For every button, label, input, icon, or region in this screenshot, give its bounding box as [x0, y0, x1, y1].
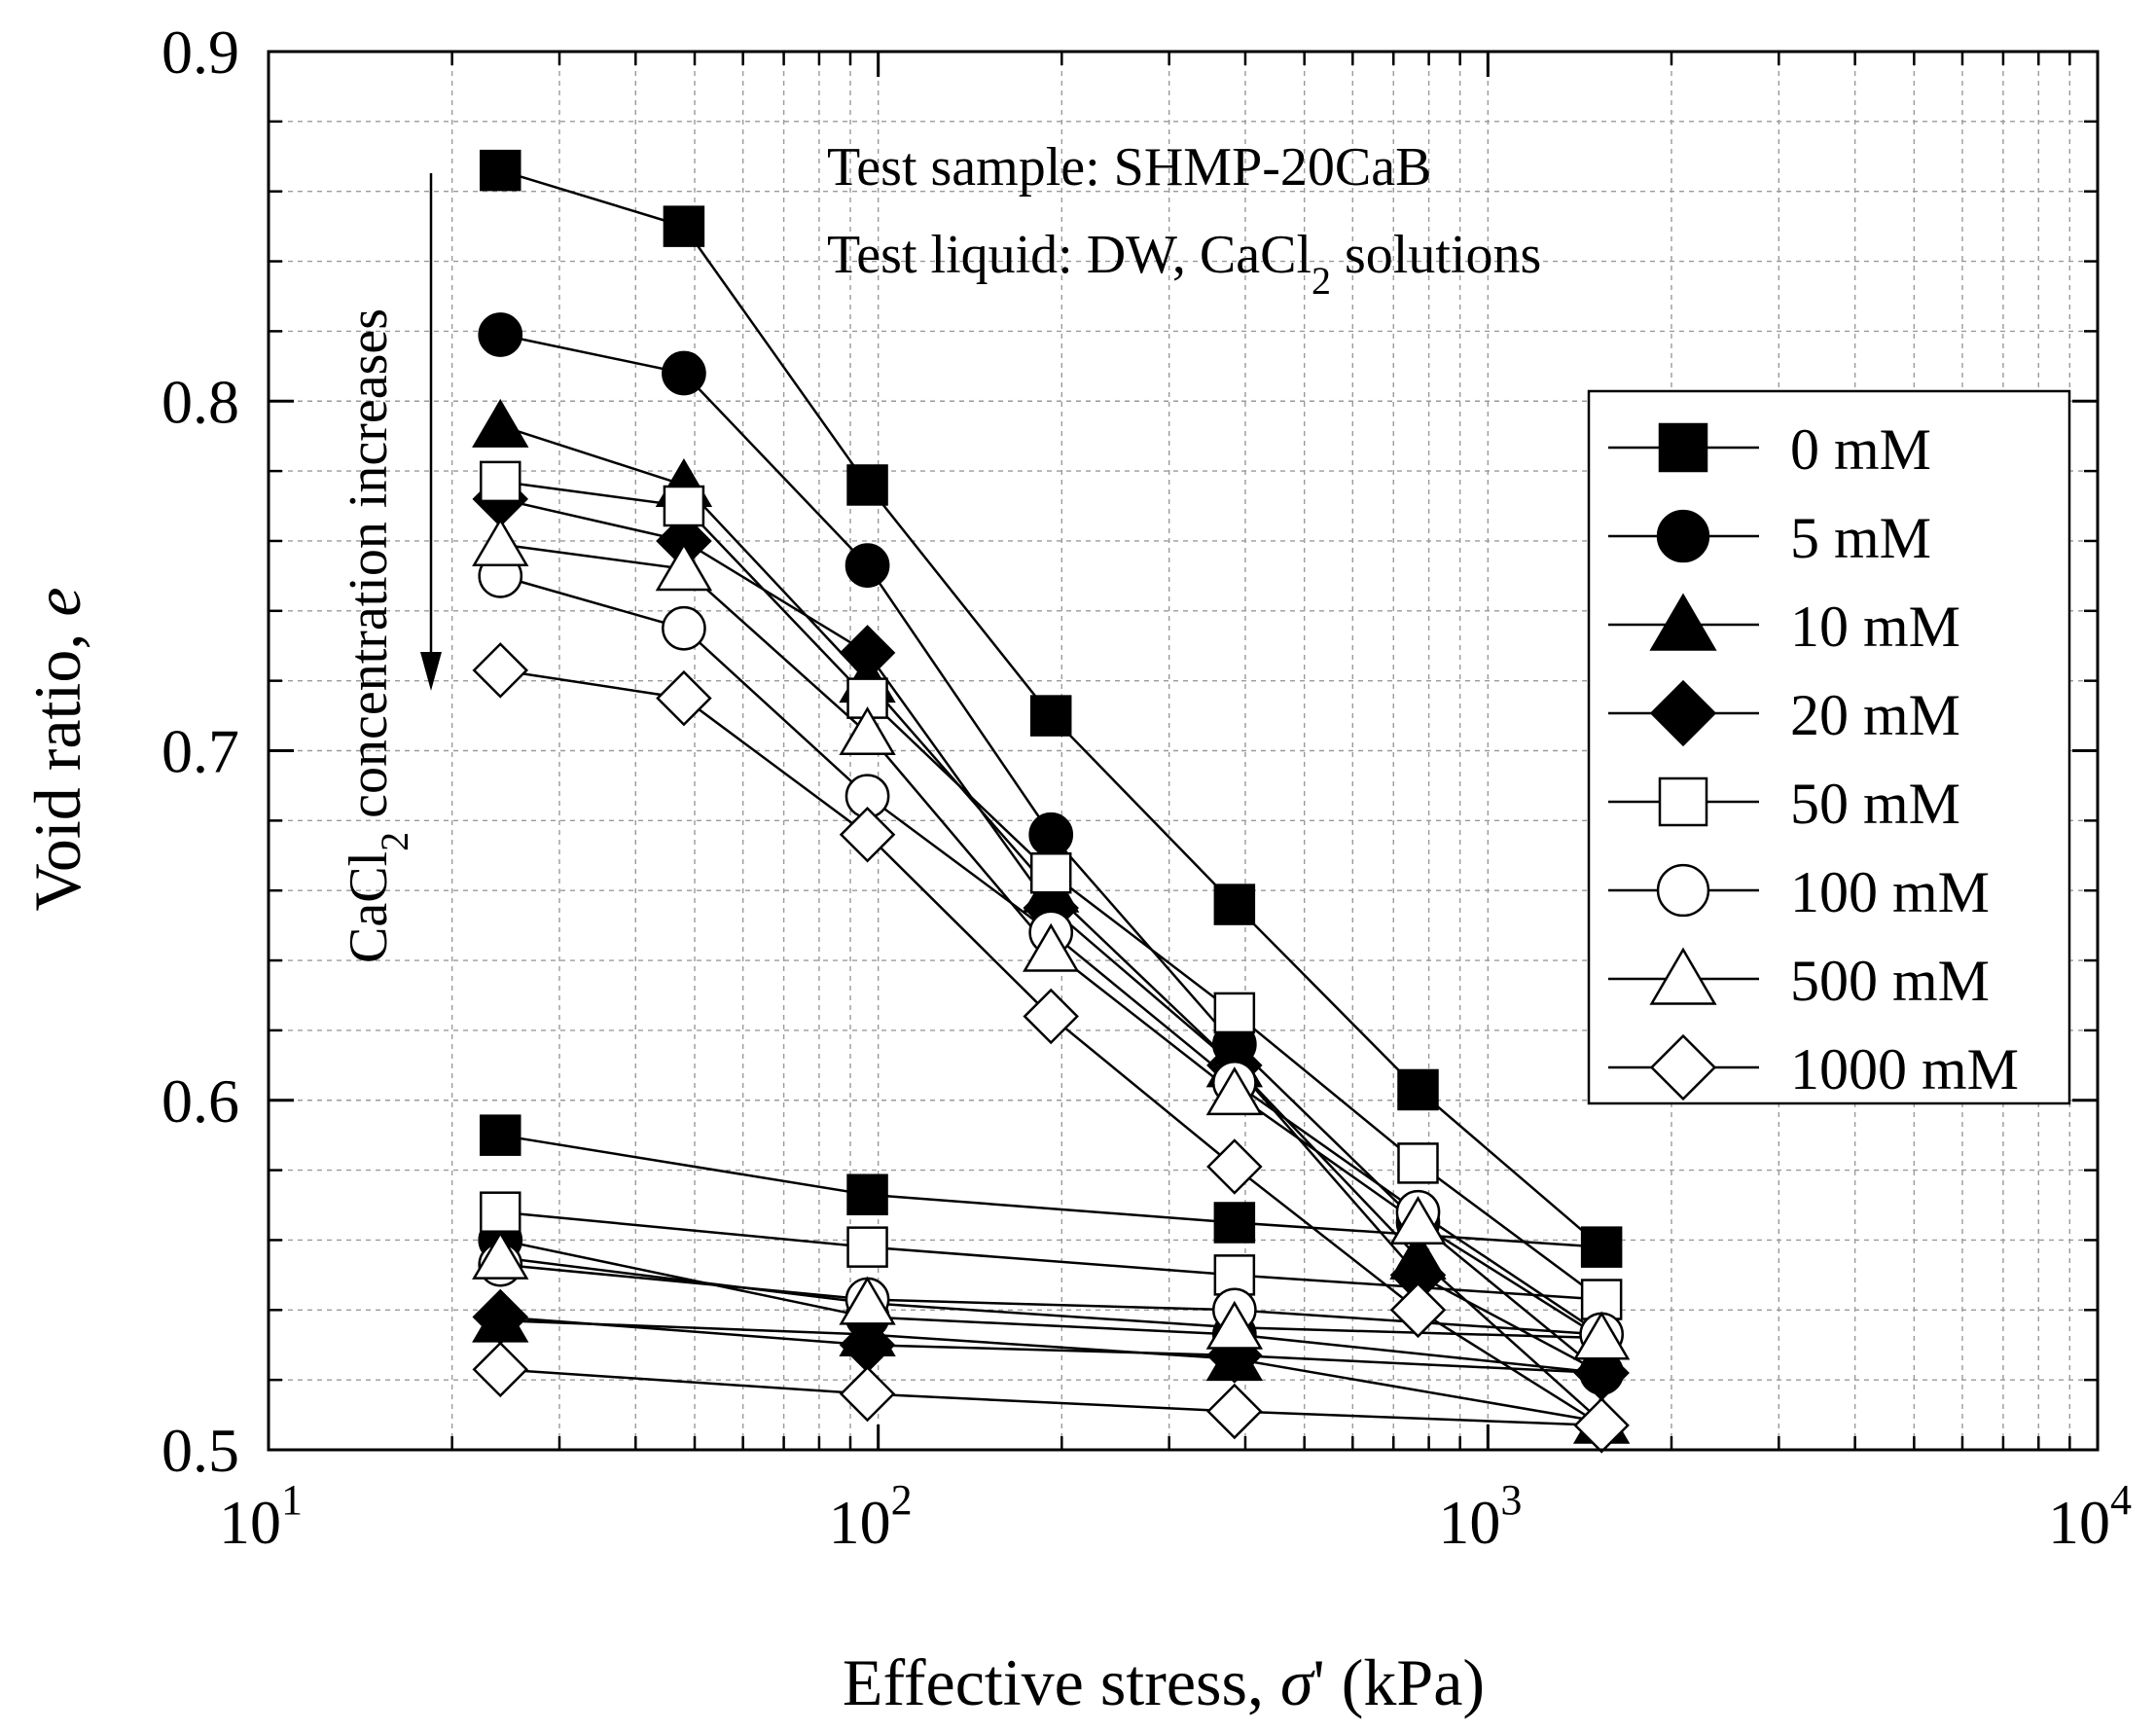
- markers-0-mm: [480, 149, 1623, 1268]
- y-tick-label: 0.6: [162, 1066, 239, 1136]
- point-1000-mm: [472, 1341, 529, 1398]
- unloading-line-1000-mm: [500, 1368, 1602, 1427]
- x-tick-label: 102: [829, 1476, 913, 1557]
- legend-marker-100-mm: [1656, 863, 1710, 918]
- y-axis-title: Void ratio, e: [20, 587, 94, 911]
- point-500-mm: [472, 1230, 529, 1280]
- point-0-mm: [846, 1173, 888, 1215]
- legend-label-0-mm: 0 mM: [1790, 417, 1931, 482]
- point-500-mm: [1023, 922, 1080, 972]
- point-0-mm: [1029, 695, 1072, 737]
- point-500-mm: [472, 518, 529, 567]
- point-500-mm: [1389, 1196, 1447, 1245]
- point-0-mm: [663, 205, 705, 247]
- point-1000-mm: [656, 669, 712, 727]
- legend-label-1000-mm: 1000 mM: [1790, 1037, 2019, 1101]
- legend-marker-20-mm: [1649, 679, 1717, 747]
- point-1000-mm: [1206, 1138, 1263, 1195]
- legend-marker-5-mm: [1656, 509, 1710, 563]
- point-1000-mm: [839, 806, 896, 863]
- legend-label-20-mm: 20 mM: [1790, 683, 1960, 747]
- legend-label-500-mm: 500 mM: [1790, 949, 1990, 1013]
- point-1000-mm: [1206, 1383, 1263, 1440]
- point-500-mm: [839, 706, 896, 756]
- y-tick-label: 0.9: [162, 18, 239, 87]
- point-100-mm: [662, 605, 706, 651]
- y-tick-label: 0.7: [162, 717, 239, 786]
- legend-marker-10-mm: [1649, 593, 1717, 651]
- markers-1000-mm: [472, 642, 1630, 1454]
- point-1000-mm: [1573, 1397, 1630, 1454]
- point-0-mm: [1213, 884, 1256, 925]
- point-0-mm: [480, 1114, 521, 1156]
- point-1000-mm: [1023, 988, 1079, 1045]
- axis-ticks: 101 102 103 104 0.5 0.6 0.7 0.8 0.9: [162, 18, 2132, 1557]
- point-50-mm: [846, 1226, 888, 1268]
- point-50-mm: [663, 485, 705, 527]
- point-5-mm: [1028, 812, 1074, 857]
- concentration-arrow-head: [420, 652, 442, 691]
- point-50-mm: [480, 1191, 521, 1233]
- point-500-mm: [1572, 1311, 1631, 1360]
- annotation-liquid: Test liquid: DW, CaCl2 solutions: [827, 225, 1541, 303]
- legend-marker-50-mm: [1658, 776, 1708, 827]
- y-tick-label: 0.8: [162, 367, 239, 436]
- legend-label-5-mm: 5 mM: [1790, 506, 1931, 570]
- plot-series: [472, 149, 1631, 1454]
- legend-label-100-mm: 100 mM: [1790, 860, 1990, 924]
- x-axis-title: Effective stress, σ' (kPa): [843, 1645, 1485, 1719]
- point-50-mm: [1397, 1142, 1439, 1184]
- markers-500-mm: [472, 518, 1631, 1360]
- point-0-mm: [1213, 1202, 1256, 1244]
- point-1000-mm: [472, 642, 529, 699]
- x-tick-label: 101: [219, 1476, 303, 1557]
- point-0-mm: [1397, 1068, 1439, 1111]
- point-5-mm: [478, 312, 523, 357]
- point-5-mm: [844, 543, 890, 588]
- point-50-mm: [480, 460, 521, 503]
- point-500-mm: [839, 1276, 896, 1325]
- point-1000-mm: [839, 1365, 896, 1423]
- unloading-line-10-mm: [500, 1318, 1602, 1424]
- legend-label-10-mm: 10 mM: [1790, 595, 1960, 659]
- point-10-mm: [472, 398, 529, 448]
- legend-label-50-mm: 50 mM: [1790, 772, 1960, 836]
- y-tick-label: 0.5: [162, 1416, 239, 1485]
- x-tick-label: 103: [1438, 1476, 1522, 1557]
- x-tick-label: 104: [2048, 1476, 2132, 1557]
- point-50-mm: [1213, 992, 1256, 1034]
- point-1000-mm: [1389, 1281, 1447, 1339]
- unloading-line-5-mm: [500, 1239, 1602, 1375]
- point-50-mm: [1029, 851, 1072, 894]
- point-500-mm: [655, 542, 713, 592]
- unloading-line-20-mm: [500, 1316, 1602, 1375]
- point-0-mm: [846, 464, 888, 506]
- point-0-mm: [1580, 1226, 1623, 1268]
- legend-marker-1000-mm: [1649, 1033, 1717, 1101]
- annotation-sample: Test sample: SHMP-20CaB: [827, 137, 1431, 198]
- point-0-mm: [480, 149, 521, 192]
- point-500-mm: [1205, 1066, 1264, 1116]
- point-500-mm: [1205, 1300, 1264, 1350]
- annotation-concentration-arrow-label: CaCl2 concentration increases: [339, 308, 416, 963]
- legend-marker-0-mm: [1658, 422, 1708, 473]
- markers-50-mm: [480, 460, 1623, 1320]
- legend-marker-500-mm: [1649, 947, 1717, 1005]
- legend: 0 mM 5 mM 10 mM 20 mM 50 mM 100 mM 500 mM 1000 …: [1608, 417, 2019, 1101]
- point-5-mm: [662, 350, 706, 396]
